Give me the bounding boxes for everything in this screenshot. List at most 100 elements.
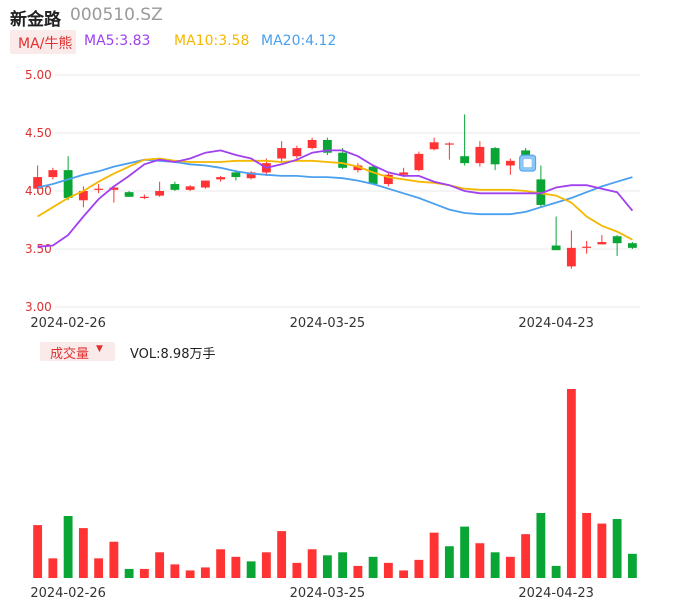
x-tick-label: 2024-03-25 (290, 316, 366, 331)
volume-bar (475, 543, 485, 578)
ma5-label: MA5:3.83 (84, 33, 151, 49)
candle (292, 145, 302, 159)
candle (200, 180, 210, 189)
candle (277, 141, 287, 164)
candle (33, 165, 43, 194)
candle (78, 186, 88, 208)
candle (63, 156, 73, 201)
candle (185, 185, 195, 191)
ma5-line (37, 149, 634, 248)
volume-bar (94, 558, 104, 578)
candle (170, 181, 180, 191)
y-tick-label: 4.00 (25, 184, 52, 198)
candle (246, 171, 256, 180)
volume-bar (261, 552, 271, 578)
candle (627, 242, 637, 249)
caret-down-icon[interactable]: ▼ (96, 344, 103, 354)
y-tick-label: 5.00 (25, 68, 52, 82)
candle (490, 146, 500, 171)
volume-bar (399, 570, 409, 578)
candle (353, 163, 363, 173)
volume-bar (383, 562, 393, 578)
candle (475, 141, 485, 167)
volume-x-axis: 2024-02-26 2024-03-25 2024-04-23 (30, 586, 594, 601)
volume-bar (63, 516, 73, 578)
ma-lines (37, 149, 634, 248)
candle (414, 151, 424, 172)
volume-bar (490, 552, 500, 578)
volume-bar (246, 561, 256, 578)
volume-bar (307, 549, 317, 578)
volume-bar (566, 389, 576, 578)
volume-bar (170, 564, 180, 578)
volume-bar (444, 546, 454, 578)
volume-bar (597, 523, 607, 578)
volume-bar (612, 519, 622, 578)
x-tick-label: 2024-04-23 (518, 316, 594, 331)
candle (338, 148, 348, 169)
volume-bar (231, 556, 241, 578)
y-tick-label: 3.00 (25, 300, 52, 314)
ma-type-label[interactable]: MA/牛熊 (18, 36, 73, 52)
candle (307, 137, 317, 150)
x-tick-label: 2024-02-26 (30, 586, 106, 601)
candle (216, 175, 226, 182)
volume-bar (277, 531, 287, 578)
volume-bars (33, 389, 637, 578)
volume-bar (200, 567, 210, 578)
ma10-label: MA10:3.58 (174, 33, 250, 49)
volume-bar (338, 552, 348, 578)
candlestick-series (33, 114, 637, 269)
volume-bar (124, 568, 134, 578)
volume-tab[interactable] (40, 342, 115, 361)
event-marker-icon[interactable] (519, 154, 537, 172)
volume-bar (185, 570, 195, 578)
candle (582, 240, 592, 254)
candle (48, 167, 58, 180)
candle (322, 137, 332, 156)
candle (460, 114, 470, 166)
candle (444, 142, 454, 160)
volume-bar (505, 556, 515, 578)
x-tick-label: 2024-03-25 (290, 586, 366, 601)
volume-bar (155, 552, 165, 578)
stock-name: 新金路 (10, 10, 61, 30)
candle (109, 186, 119, 203)
volume-bar (429, 532, 439, 578)
volume-bar (216, 549, 226, 578)
x-tick-label: 2024-02-26 (30, 316, 106, 331)
volume-bar (33, 525, 43, 578)
candle (505, 158, 515, 175)
volume-bar (627, 553, 637, 578)
ma-type-selector[interactable] (10, 30, 76, 54)
volume-bar (48, 558, 58, 578)
volume-bar (551, 565, 561, 578)
x-tick-label: 2024-04-23 (518, 586, 594, 601)
y-tick-label: 3.50 (25, 242, 52, 256)
candle (383, 172, 393, 187)
volume-bar (109, 541, 119, 578)
candle (155, 181, 165, 197)
volume-tab-label[interactable]: 成交量 (50, 347, 90, 362)
candle (94, 184, 104, 194)
volume-bar (139, 568, 149, 578)
stock-code: 000510.SZ (70, 5, 163, 25)
candle (566, 230, 576, 269)
volume-bar (460, 526, 470, 578)
ma20-label: MA20:4.12 (261, 33, 337, 49)
volume-bar (582, 512, 592, 578)
price-axis: 5.00 4.50 4.00 3.50 3.00 (25, 68, 52, 314)
volume-readout: VOL:8.98万手 (130, 347, 216, 362)
volume-bar (536, 512, 546, 578)
candle (597, 235, 607, 245)
volume-bar (414, 559, 424, 578)
candle (551, 216, 561, 251)
volume-bar (322, 555, 332, 578)
candle (124, 191, 134, 197)
price-x-axis: 2024-02-26 2024-03-25 2024-04-23 (30, 316, 594, 331)
volume-bar (78, 528, 88, 578)
candle (368, 165, 378, 185)
y-tick-label: 4.50 (25, 126, 52, 140)
candle (139, 194, 149, 200)
